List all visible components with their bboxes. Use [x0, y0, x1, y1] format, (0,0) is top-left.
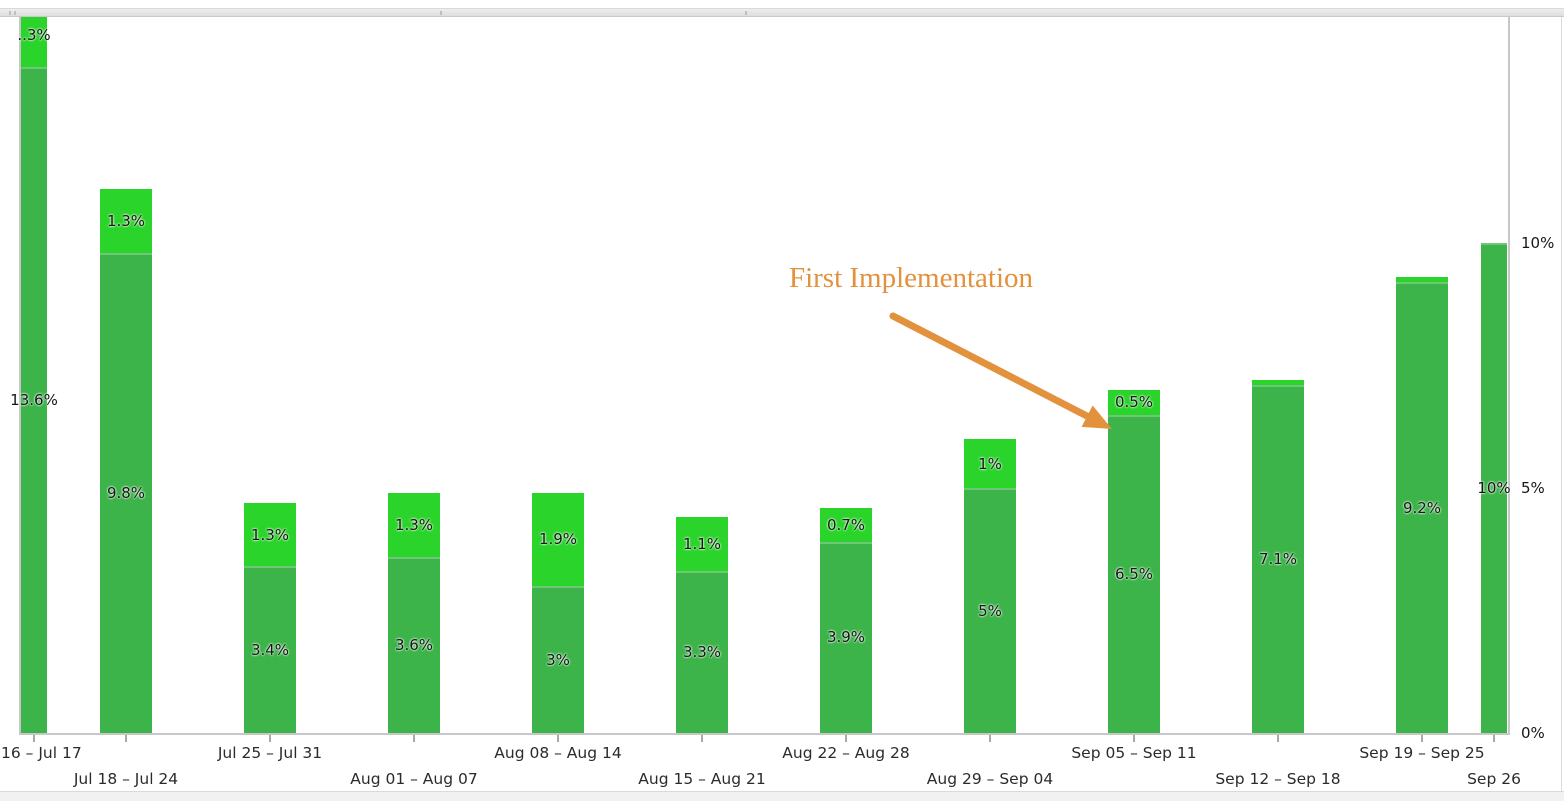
x-axis-label: Sep 05 – Sep 11: [1071, 744, 1197, 762]
bar-value-label: 9.8%: [106, 483, 146, 502]
strip-handle-mark: [9, 11, 11, 15]
window-top-strip[interactable]: [0, 8, 1564, 17]
strip-handle-mark: [745, 11, 747, 15]
window-right-edge: [1561, 16, 1562, 791]
bar-segment-top[interactable]: [532, 492, 584, 586]
bar-segment-top[interactable]: [100, 189, 152, 253]
bar-value-label: 0.7%: [826, 515, 866, 534]
bar-value-label: 3.9%: [826, 628, 866, 647]
bar-value-label: 0.5%: [1114, 393, 1154, 412]
bar-segment-bottom[interactable]: [1481, 243, 1507, 733]
x-axis-label: Aug 29 – Sep 04: [926, 770, 1054, 788]
bar-value-label: 9.2%: [1402, 498, 1442, 517]
bar-segment-bottom[interactable]: [1396, 282, 1448, 733]
x-axis-tick: [701, 735, 703, 742]
x-axis-tick: [1493, 735, 1495, 742]
bar-value-label: 7.1%: [1258, 550, 1298, 569]
bar-value-label: 1.9%: [538, 530, 578, 549]
x-axis-label: Jul 18 – Jul 24: [73, 770, 179, 788]
x-axis-label: Jul 25 – Jul 31: [217, 744, 323, 762]
bar-segment-top[interactable]: [1252, 380, 1304, 386]
bar-segment-bottom[interactable]: [964, 488, 1016, 733]
bar-value-label: 3.3%: [682, 643, 722, 662]
bar-segment-top[interactable]: [964, 439, 1016, 488]
window-top-cover: [0, 0, 1564, 8]
bar-segment-bottom[interactable]: [1252, 385, 1304, 733]
bar-value-label: 1.1%: [682, 535, 722, 554]
y-axis-line-right: [1508, 16, 1510, 733]
x-axis-tick: [557, 735, 559, 742]
x-axis-tick: [33, 735, 35, 742]
bar-value-label: 1.3%: [250, 525, 290, 544]
bar-value-label: 5%: [978, 601, 1002, 620]
window-bottom-strip: [0, 791, 1564, 801]
bar-value-label: 6.5%: [1114, 564, 1154, 583]
bar-value-label: 13.6%: [10, 390, 58, 409]
bar-segment-bottom[interactable]: [244, 566, 296, 733]
x-axis-tick: [1277, 735, 1279, 742]
annotation-text: First Implementation: [788, 262, 1034, 294]
bar-segment-bottom[interactable]: [100, 252, 152, 733]
strip-handle-mark: [14, 11, 16, 15]
x-axis-label: 16 – Jul 17: [1, 744, 82, 762]
x-axis-tick: [269, 735, 271, 742]
y-axis-label: 0%: [1521, 724, 1545, 742]
bar-value-label: 1.3%: [394, 515, 434, 534]
x-axis-label: Sep 26: [1467, 770, 1521, 788]
x-axis-label: Aug 08 – Aug 14: [494, 744, 622, 762]
x-axis-label: Sep 19 – Sep 25: [1359, 744, 1485, 762]
bar-segment-top[interactable]: [388, 492, 440, 557]
bar-segment-bottom[interactable]: [820, 541, 872, 733]
x-axis-tick: [989, 735, 991, 742]
y-axis-label: 10%: [1521, 234, 1555, 252]
x-axis-tick: [1421, 735, 1423, 742]
bar-value-label: 3%: [546, 650, 570, 669]
y-axis-label: 5%: [1521, 479, 1545, 497]
bar-value-label: 1.3%: [106, 211, 146, 230]
x-axis-label: Sep 12 – Sep 18: [1215, 770, 1341, 788]
x-axis-tick: [413, 735, 415, 742]
bar-segment-top[interactable]: [1108, 390, 1160, 415]
x-axis-label: Aug 22 – Aug 28: [782, 744, 910, 762]
x-axis-tick: [845, 735, 847, 742]
bar-value-label: 1%: [978, 454, 1002, 473]
bar-value-label: 10%: [1477, 479, 1511, 497]
bar-value-label: 3.4%: [250, 640, 290, 659]
x-axis-label: Aug 01 – Aug 07: [350, 770, 478, 788]
x-axis-label: Aug 15 – Aug 21: [638, 770, 766, 788]
bar-segment-bottom[interactable]: [676, 571, 728, 733]
x-axis-tick: [1133, 735, 1135, 742]
strip-handle-mark: [440, 11, 442, 15]
y-axis-line-left: [19, 16, 21, 733]
bar-segment-top[interactable]: [820, 507, 872, 542]
bar-segment-top[interactable]: [676, 517, 728, 572]
bar-value-label: 3.6%: [394, 635, 434, 654]
bar-segment-bottom[interactable]: [532, 586, 584, 733]
x-axis-tick: [125, 735, 127, 742]
bar-segment-bottom[interactable]: [21, 66, 47, 733]
bar-value-label: ..3%: [17, 25, 51, 44]
bar-segment-top[interactable]: [244, 502, 296, 567]
x-axis-line: [19, 733, 1510, 735]
bar-segment-bottom[interactable]: [1108, 414, 1160, 733]
bar-segment-top[interactable]: [1396, 277, 1448, 283]
bar-segment-bottom[interactable]: [388, 556, 440, 733]
